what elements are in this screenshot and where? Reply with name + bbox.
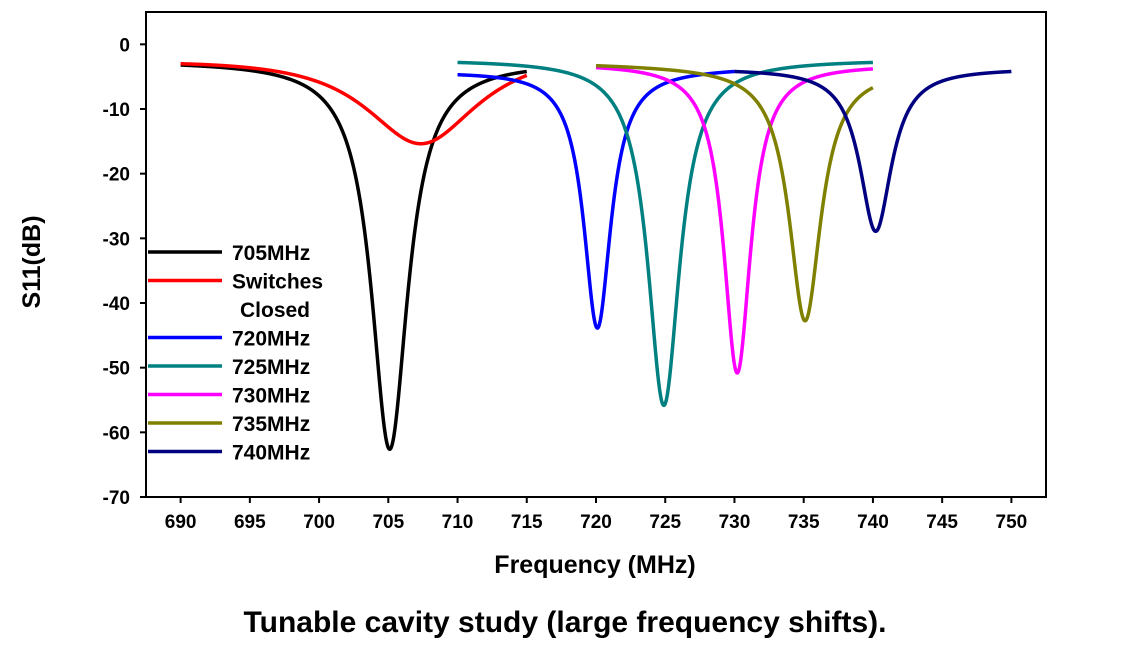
legend: 705MHz Switches Closed 720MHz 725MHz 730MHz 73… xyxy=(148,242,323,465)
series-layer xyxy=(179,60,1013,451)
x-tick-label: 730 xyxy=(719,512,751,533)
series-line-switches-closed xyxy=(179,61,529,146)
y-tick-label: -40 xyxy=(103,294,130,315)
legend-label: 705MHz xyxy=(232,242,310,265)
y-tick-label: -50 xyxy=(103,359,130,380)
legend-label: Switches xyxy=(232,271,323,294)
x-tick-label: 745 xyxy=(926,512,958,533)
y-tick-label: 0 xyxy=(119,35,130,56)
legend-label: 730MHz xyxy=(232,385,310,408)
x-tick-label: 695 xyxy=(234,512,266,533)
series-line-705mhz xyxy=(179,63,529,451)
legend-label: 735MHz xyxy=(232,413,310,436)
x-tick-label: 705 xyxy=(372,512,404,533)
x-tick-label: 690 xyxy=(165,512,197,533)
x-tick-label: 715 xyxy=(511,512,543,533)
y-tick-label: -20 xyxy=(103,165,130,186)
y-tick-label: -10 xyxy=(103,100,130,121)
series-line-730mhz xyxy=(594,65,875,375)
x-tick-label: 750 xyxy=(996,512,1028,533)
figure-caption: Tunable cavity study (large frequency sh… xyxy=(244,606,887,639)
y-tick-label: -70 xyxy=(103,488,130,509)
series-line-735mhz xyxy=(594,63,875,323)
y-axis-label: S11(dB) xyxy=(18,215,46,308)
x-tick-label: 720 xyxy=(580,512,612,533)
x-axis-label: Frequency (MHz) xyxy=(494,551,695,579)
legend-label: 740MHz xyxy=(232,442,310,465)
x-tick-label: 735 xyxy=(788,512,820,533)
x-tick-label: 740 xyxy=(857,512,889,533)
x-tick-label: 710 xyxy=(442,512,474,533)
x-tick-label: 700 xyxy=(303,512,335,533)
legend-label: 720MHz xyxy=(232,328,310,351)
series-line-720mhz xyxy=(456,69,736,330)
legend-label: 725MHz xyxy=(232,356,310,379)
legend-label: Closed xyxy=(240,299,310,322)
series-line-725mhz xyxy=(456,60,875,408)
tick-labels: 690 695 700 705 710 715 720 725 730 735 740 745 750 0… xyxy=(103,35,1028,533)
y-tick-label: -60 xyxy=(103,423,130,444)
series-line-740mhz xyxy=(733,69,1013,234)
y-tick-label: -30 xyxy=(103,229,130,250)
x-tick-label: 725 xyxy=(649,512,681,533)
